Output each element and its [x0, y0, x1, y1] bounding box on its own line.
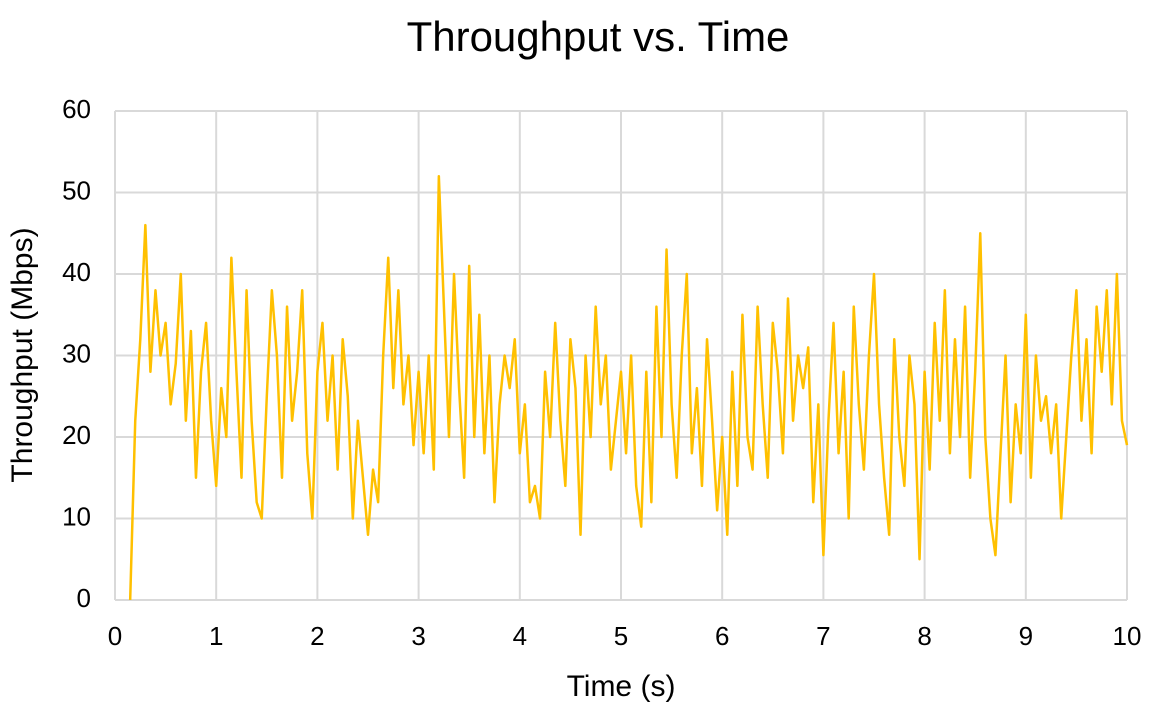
x-tick-label: 0: [108, 621, 122, 651]
y-tick-label: 40: [62, 257, 91, 287]
x-tick-label: 1: [209, 621, 223, 651]
y-tick-label: 0: [77, 583, 91, 613]
x-tick-label: 9: [1019, 621, 1033, 651]
chart-title: Throughput vs. Time: [407, 13, 790, 60]
x-axis-title: Time (s): [567, 670, 676, 703]
x-tick-label: 10: [1113, 621, 1142, 651]
data-line: [128, 174, 1129, 601]
y-tick-label: 20: [62, 420, 91, 450]
x-tick-label: 2: [310, 621, 324, 651]
y-tick-label: 50: [62, 175, 91, 205]
y-tick-label: 10: [62, 501, 91, 531]
x-tick-label: 5: [614, 621, 628, 651]
x-tick-label: 6: [715, 621, 729, 651]
y-tick-label: 60: [62, 94, 91, 124]
x-tick-label: 8: [917, 621, 931, 651]
y-tick-label: 30: [62, 338, 91, 368]
x-tick-label: 7: [816, 621, 830, 651]
x-tick-label: 4: [513, 621, 527, 651]
x-tick-label: 3: [411, 621, 425, 651]
y-axis-title: Throughput (Mbps): [6, 227, 39, 482]
